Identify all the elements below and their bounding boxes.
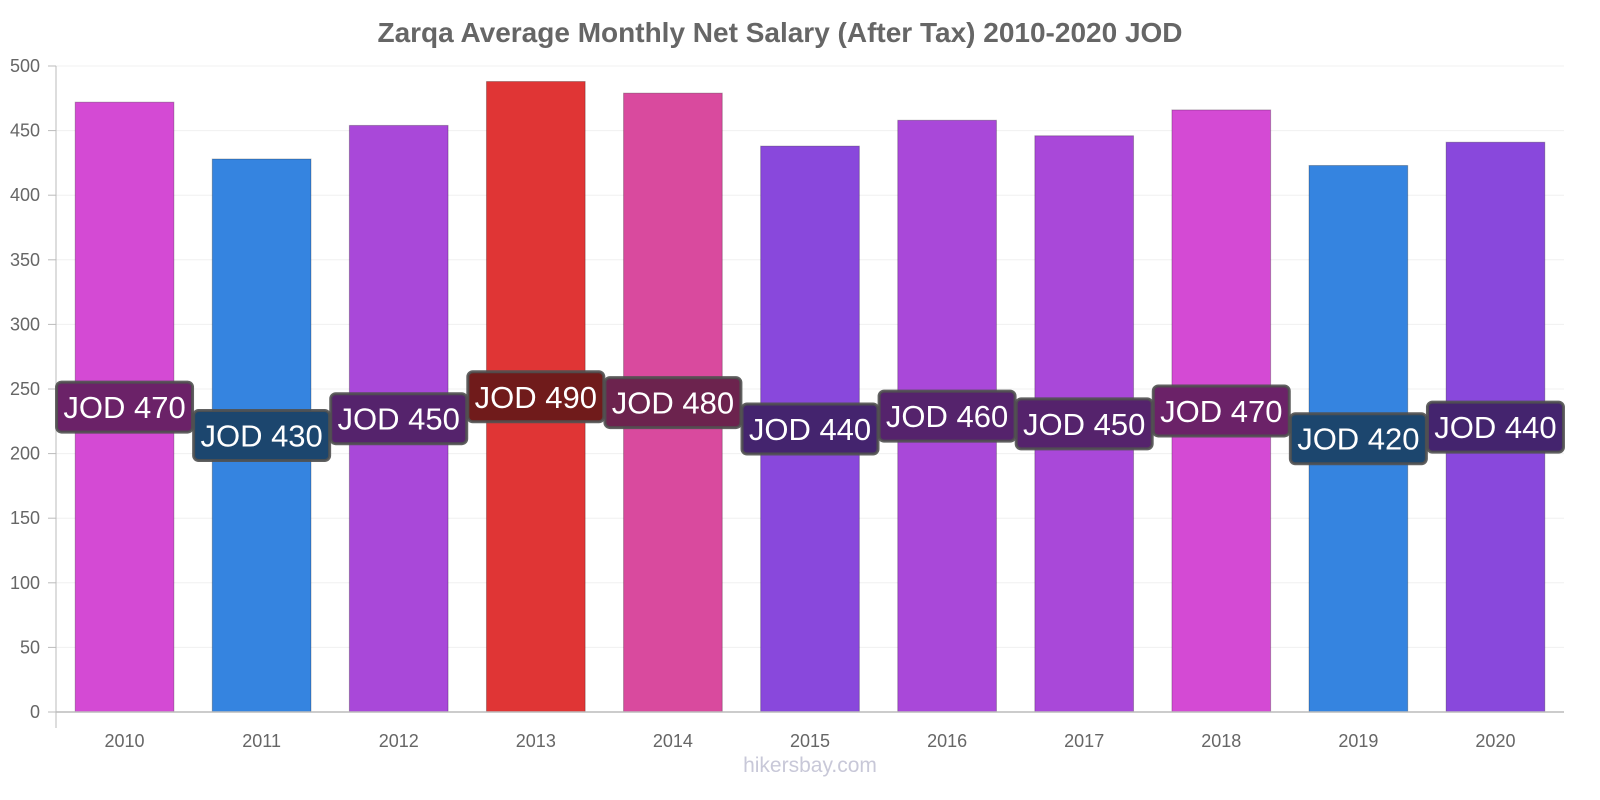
- x-tick-label: 2020: [1475, 731, 1515, 751]
- data-label: JOD 450: [338, 402, 460, 437]
- y-tick-label: 0: [30, 702, 40, 722]
- y-tick-label: 400: [10, 185, 40, 205]
- y-tick-label: 300: [10, 314, 40, 334]
- data-label: JOD 450: [1023, 407, 1145, 442]
- y-tick-label: 350: [10, 250, 40, 270]
- y-tick-label: 500: [10, 56, 40, 76]
- x-tick-label: 2015: [790, 731, 830, 751]
- data-label: JOD 470: [1160, 394, 1282, 429]
- x-tick-label: 2011: [242, 731, 281, 751]
- x-tick-label: 2017: [1064, 731, 1104, 751]
- x-tick-label: 2013: [516, 731, 556, 751]
- data-label: JOD 460: [886, 399, 1008, 434]
- y-axis-ticks: 0 50 100 150 200 250 300 350 400 450 500: [10, 56, 56, 722]
- x-tick-label: 2014: [653, 731, 693, 751]
- data-label: JOD 430: [200, 419, 322, 454]
- x-tick-label: 2016: [927, 731, 967, 751]
- chart-title: Zarqa Average Monthly Net Salary (After …: [377, 17, 1182, 48]
- data-label: JOD 420: [1297, 422, 1419, 457]
- data-label: JOD 470: [63, 390, 185, 425]
- data-label-box: [55, 380, 195, 434]
- x-tick-label: 2012: [379, 731, 419, 751]
- x-tick-label: 2018: [1201, 731, 1241, 751]
- watermark: hikersbay.com: [743, 754, 877, 777]
- data-label: JOD 490: [475, 380, 597, 415]
- x-axis-ticks: 2010 2011 2012 2013 2014 2015 2016 2017 2018 2019…: [105, 731, 1516, 751]
- data-label-box: [1151, 384, 1291, 438]
- data-label: JOD 440: [749, 412, 871, 447]
- data-label-box: [1425, 400, 1565, 454]
- x-tick-label: 2019: [1338, 731, 1378, 751]
- data-label: JOD 440: [1434, 410, 1556, 445]
- bars: [74, 81, 1546, 713]
- data-labels: JOD 470 JOD 430 JOD 450 JOD 490 JOD 480 JOD 4…: [55, 370, 1565, 466]
- y-tick-label: 150: [10, 508, 40, 528]
- data-label: JOD 480: [612, 386, 734, 421]
- x-tick-label: 2010: [105, 731, 145, 751]
- y-tick-label: 250: [10, 379, 40, 399]
- y-tick-label: 100: [10, 573, 40, 593]
- data-label-box: [603, 376, 743, 430]
- y-tick-label: 200: [10, 444, 40, 464]
- y-tick-label: 450: [10, 121, 40, 141]
- y-tick-label: 50: [20, 637, 40, 657]
